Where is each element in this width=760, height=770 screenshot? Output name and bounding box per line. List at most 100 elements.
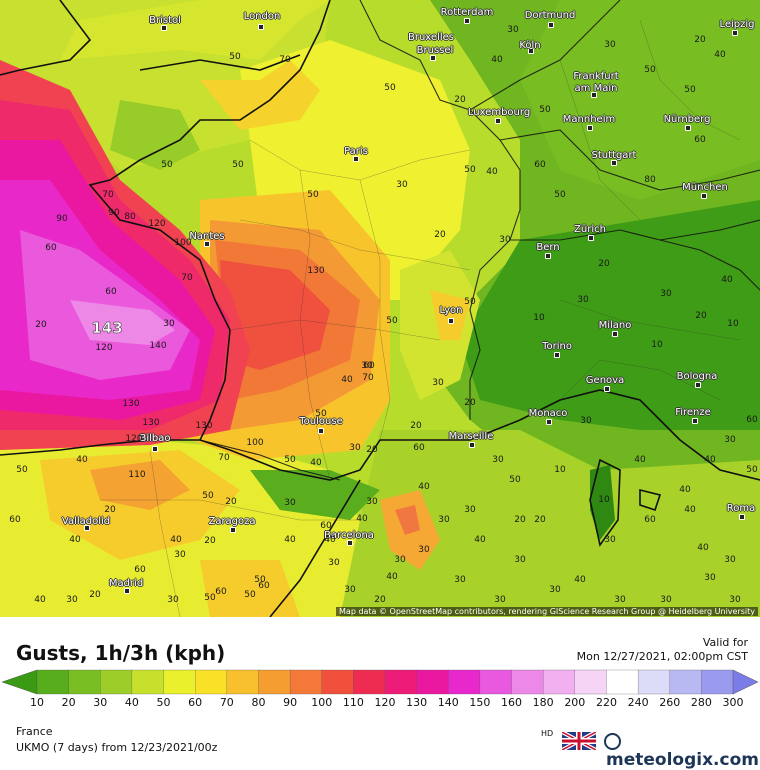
contour-value: 60 <box>363 361 375 371</box>
city-dot <box>230 527 236 533</box>
scale-swatch <box>68 669 101 695</box>
contour-value: 20 <box>35 320 47 330</box>
contour-value: 30 <box>344 585 356 595</box>
brand-name: meteologix.com <box>606 750 759 770</box>
city-dot <box>604 386 610 392</box>
contour-value: 50 <box>229 52 241 62</box>
contour-value: 40 <box>491 55 503 65</box>
scale-swatch <box>511 669 544 695</box>
city-leipzig: Leipzig <box>719 19 755 30</box>
scale-tick-label: 100 <box>311 696 333 709</box>
city-dot <box>124 588 130 594</box>
city-roma: Roma <box>726 503 756 514</box>
contour-value: 50 <box>284 455 296 465</box>
contour-value: 40 <box>324 535 336 545</box>
contour-value: 40 <box>634 455 646 465</box>
contour-value: 40 <box>704 455 716 465</box>
scale-swatch <box>416 669 449 695</box>
city-marseille: Marseille <box>448 431 494 442</box>
city-toulouse: Toulouse <box>299 416 343 427</box>
contour-value: 10 <box>533 313 545 323</box>
city-dot <box>464 18 470 24</box>
contour-value: 30 <box>580 416 592 426</box>
contour-value: 20 <box>366 445 378 455</box>
city-am-main: am Main <box>574 83 618 94</box>
scale-swatch <box>701 669 734 695</box>
contour-value: 50 <box>232 160 244 170</box>
city-dot <box>612 331 618 337</box>
contour-value: 30 <box>454 575 466 585</box>
contour-value: 50 <box>644 65 656 75</box>
contour-value: 40 <box>474 535 486 545</box>
contour-value: 130 <box>142 418 160 428</box>
city-bologna: Bologna <box>676 371 718 382</box>
city-nurnberg: Nürnberg <box>663 114 711 125</box>
city-dot <box>152 446 158 452</box>
contour-value: 40 <box>486 167 498 177</box>
scale-swatch <box>606 669 639 695</box>
scale-arrow-right <box>732 669 759 695</box>
contour-value: 30 <box>660 595 672 605</box>
contour-value: 50 <box>204 593 216 603</box>
contour-value: 30 <box>660 289 672 299</box>
scale-swatch <box>36 669 70 695</box>
city-dortmund: Dortmund <box>524 10 576 21</box>
contour-value: 60 <box>746 415 758 425</box>
city-dot <box>448 318 454 324</box>
gust-field: 143 <box>0 0 760 617</box>
hd-icon[interactable]: HD <box>541 729 554 738</box>
city-luxembourg: Luxembourg <box>467 107 531 118</box>
contour-value: 50 <box>464 297 476 307</box>
valid-label: Valid for <box>702 636 748 649</box>
city-zaragoza: Zaragoza <box>208 516 256 527</box>
scale-tick-label: 140 <box>437 696 459 709</box>
contour-value: 30 <box>704 573 716 583</box>
contour-value: 130 <box>122 399 140 409</box>
contour-value: 10 <box>727 319 739 329</box>
scale-tick-label: 110 <box>342 696 364 709</box>
scale-swatch <box>163 669 196 695</box>
city-dot <box>545 253 551 259</box>
city-zurich: Zürich <box>574 224 606 235</box>
contour-value: 90 <box>56 214 68 224</box>
meteologix-logo-icon <box>604 733 621 750</box>
contour-value: 70 <box>102 190 114 200</box>
contour-value: 10 <box>598 495 610 505</box>
city-lyon: Lyon <box>439 305 463 316</box>
scale-tick-label: 80 <box>251 696 266 709</box>
contour-value: 30 <box>604 40 616 50</box>
brand-logo[interactable]: meteologix.com <box>606 730 760 770</box>
contour-value: 60 <box>534 160 546 170</box>
contour-value: 50 <box>684 85 696 95</box>
contour-value: 120 <box>95 343 113 353</box>
contour-value: 30 <box>549 585 561 595</box>
uk-flag-icon[interactable] <box>562 732 596 750</box>
city-rotterdam: Rotterdam <box>440 7 494 18</box>
contour-value: 80 <box>644 175 656 185</box>
contour-value: 30 <box>729 595 741 605</box>
contour-value: 130 <box>307 266 325 276</box>
scale-swatch <box>195 669 228 695</box>
city-madrid: Madrid <box>108 578 144 589</box>
contour-value: 30 <box>577 295 589 305</box>
contour-value: 50 <box>202 491 214 501</box>
region-label: France <box>16 725 53 738</box>
contour-value: 40 <box>69 535 81 545</box>
contour-value: 30 <box>66 595 78 605</box>
color-scale <box>1 669 759 695</box>
contour-value: 60 <box>45 243 57 253</box>
scale-tick-label: 300 <box>722 696 744 709</box>
scale-swatch <box>384 669 418 695</box>
scale-tick-label: 70 <box>219 696 234 709</box>
contour-value: 40 <box>341 375 353 385</box>
scale-swatch <box>448 669 481 695</box>
scale-tick-label: 180 <box>532 696 554 709</box>
scale-tick-label: 120 <box>374 696 396 709</box>
scale-tick-label: 40 <box>124 696 139 709</box>
model-run-label: UKMO (7 days) from 12/23/2021/00z <box>16 741 218 754</box>
contour-value: 60 <box>413 443 425 453</box>
scale-tick-label: 60 <box>188 696 203 709</box>
city-bern: Bern <box>536 242 560 253</box>
city-stuttgart: Stuttgart <box>591 150 637 161</box>
contour-value: 60 <box>644 515 656 525</box>
